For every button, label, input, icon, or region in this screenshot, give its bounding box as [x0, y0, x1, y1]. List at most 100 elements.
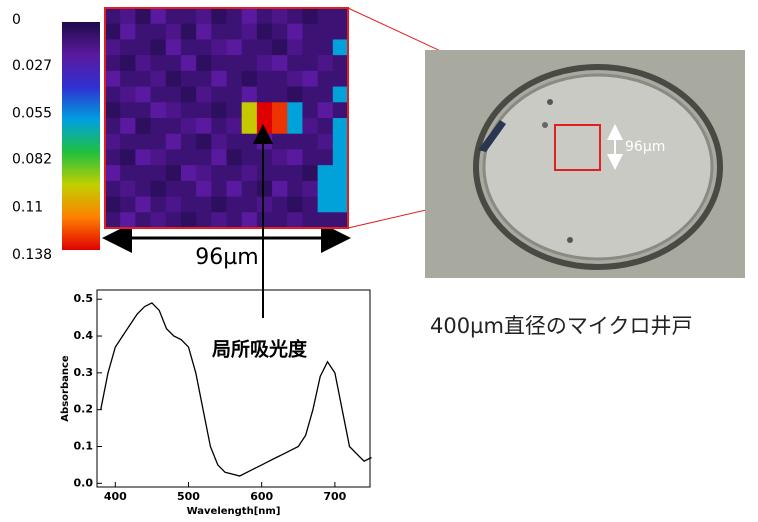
- heat-cell: [272, 180, 288, 198]
- heat-cell: [150, 118, 167, 135]
- heat-cell: [256, 212, 273, 229]
- heat-cell: [211, 39, 227, 56]
- heat-cell: [287, 180, 303, 198]
- heat-cell: [302, 212, 319, 229]
- heat-cell: [241, 118, 258, 135]
- heat-cell: [226, 39, 243, 56]
- heat-cell: [135, 102, 152, 119]
- heatmap: [105, 8, 349, 229]
- heat-cell: [317, 39, 334, 56]
- heat-cell: [226, 70, 243, 88]
- heat-cell: [241, 133, 258, 150]
- heat-cell: [150, 165, 167, 182]
- heat-cell: [302, 133, 319, 150]
- heat-cell: [332, 149, 349, 166]
- heat-cell: [272, 39, 288, 56]
- heat-cell: [317, 133, 334, 150]
- heat-cell: [241, 165, 258, 182]
- heat-cell: [180, 39, 197, 56]
- heat-cell: [105, 212, 121, 229]
- heat-cell: [256, 149, 273, 166]
- heat-cell: [302, 196, 319, 213]
- heat-cell: [272, 133, 288, 150]
- heat-cell: [180, 102, 197, 119]
- heat-cell: [241, 86, 258, 103]
- heat-cell: [120, 86, 136, 103]
- heat-cell: [332, 180, 349, 198]
- heat-cell: [211, 118, 227, 135]
- heat-cell: [135, 180, 152, 198]
- heat-cell: [332, 102, 349, 119]
- heat-cell: [105, 133, 121, 150]
- heat-cell: [211, 23, 227, 40]
- heat-cell: [165, 86, 182, 103]
- scale-label: 96µm: [625, 139, 665, 155]
- heat-cell: [332, 212, 349, 229]
- heat-cell: [287, 70, 303, 88]
- heat-cell: [226, 8, 243, 25]
- heat-cell: [317, 86, 334, 103]
- heat-cell: [211, 86, 227, 103]
- x-tick-label: 600: [250, 490, 273, 503]
- heat-cell: [135, 23, 152, 40]
- heat-cell: [332, 39, 349, 56]
- heat-cell: [105, 196, 121, 213]
- heat-cell: [180, 70, 197, 88]
- heat-cell: [196, 180, 212, 198]
- heat-cell: [165, 212, 182, 229]
- heat-cell: [332, 196, 349, 213]
- heat-cell: [120, 55, 136, 72]
- colorbar-tick-label: 0: [12, 12, 21, 28]
- x-tick-label: 500: [177, 490, 200, 503]
- local-absorbance-label: 局所吸光度: [212, 338, 308, 361]
- heat-cell: [180, 196, 197, 213]
- heat-cell: [135, 86, 152, 103]
- heat-cell: [180, 8, 197, 25]
- heat-cell: [120, 165, 136, 182]
- heat-cell: [211, 180, 227, 198]
- heat-cell: [150, 102, 167, 119]
- heat-cell: [135, 212, 152, 229]
- heat-cell: [287, 133, 303, 150]
- heat-cell: [165, 55, 182, 72]
- heat-cell: [287, 165, 303, 182]
- heat-cell: [256, 102, 273, 119]
- microscope-image: [425, 50, 745, 278]
- y-tick-label: 0.4: [74, 329, 94, 342]
- heat-cell: [241, 149, 258, 166]
- heat-cell: [332, 133, 349, 150]
- heat-cell: [196, 8, 212, 25]
- heat-cell: [135, 118, 152, 135]
- heat-cell: [105, 55, 121, 72]
- heat-cell: [241, 8, 258, 25]
- y-axis-label: Absorbance: [60, 355, 71, 422]
- heat-cell: [226, 118, 243, 135]
- x-tick-label: 700: [323, 490, 346, 503]
- heat-cell: [105, 39, 121, 56]
- heat-cell: [135, 165, 152, 182]
- heat-cell: [317, 180, 334, 198]
- heat-cell: [226, 55, 243, 72]
- heat-cell: [180, 86, 197, 103]
- heat-cell: [135, 8, 152, 25]
- heat-cell: [196, 102, 212, 119]
- heat-cell: [196, 212, 212, 229]
- colorbar-tick-label: 0.082: [12, 152, 52, 168]
- width-label: 96µm: [195, 245, 258, 270]
- heat-cell: [180, 133, 197, 150]
- heat-cell: [241, 102, 258, 119]
- heat-cell: [196, 39, 212, 56]
- heat-cell: [256, 23, 273, 40]
- heat-cell: [150, 212, 167, 229]
- heatmap-frame: [104, 7, 349, 229]
- heat-cell: [317, 70, 334, 88]
- heat-cell: [165, 118, 182, 135]
- heat-cell: [150, 86, 167, 103]
- heat-cell: [226, 180, 243, 198]
- spectrum-line: [100, 302, 372, 477]
- y-tick-label: 0.5: [74, 292, 94, 305]
- heat-cell: [150, 39, 167, 56]
- heat-cell: [120, 133, 136, 150]
- heat-cell: [256, 39, 273, 56]
- heat-cell: [105, 23, 121, 40]
